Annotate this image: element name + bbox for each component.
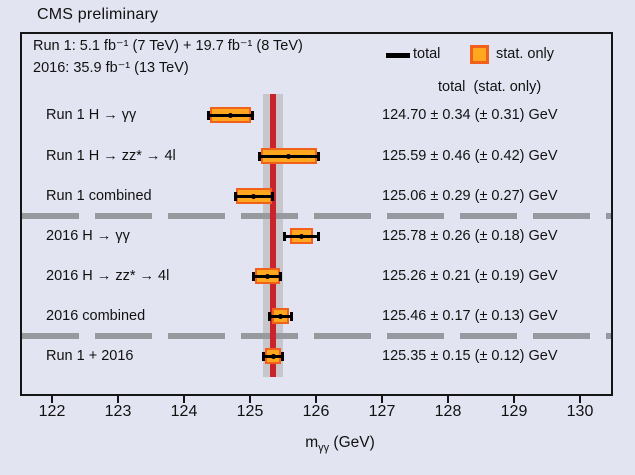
x-axis-tick-label: 125: [236, 403, 264, 420]
x-axis-tick: [117, 395, 119, 403]
total-error-cap-left: [257, 151, 261, 161]
legend-total-bar-swatch: [386, 53, 410, 58]
x-axis-tick-label: 127: [368, 403, 396, 420]
x-axis-tick: [51, 395, 53, 403]
x-axis-tick: [315, 395, 317, 403]
x-axis-tick: [249, 395, 251, 403]
total-error-cap-right: [250, 110, 254, 120]
legend-stat-only-box-swatch: [470, 45, 489, 64]
group-separator-line: [22, 333, 611, 339]
x-axis-tick-label: 123: [104, 403, 132, 420]
x-axis-tick: [381, 395, 383, 403]
measurement-value: 125.46 ± 0.17 (± 0.13) GeV: [382, 308, 558, 324]
central-value-marker: [251, 193, 257, 199]
x-axis-tick-label: 128: [434, 403, 462, 420]
x-axis-tick-label: 129: [500, 403, 528, 420]
central-value-marker: [277, 313, 283, 319]
luminosity-2016-text: 2016: 35.9 fb⁻¹ (13 TeV): [33, 60, 189, 76]
total-error-cap-left: [252, 271, 256, 281]
measurement-label: Run 1 combined: [46, 188, 152, 204]
luminosity-run1-text: Run 1: 5.1 fb⁻¹ (7 TeV) + 19.7 fb⁻¹ (8 T…: [33, 38, 303, 54]
measurement-value: 125.06 ± 0.29 (± 0.27) GeV: [382, 188, 558, 204]
x-axis-tick-label: 130: [566, 403, 594, 420]
x-axis-tick: [579, 395, 581, 403]
measurement-label: Run 1 H → γγ: [46, 107, 137, 123]
total-error-cap-left: [233, 191, 237, 201]
total-error-cap-left: [283, 231, 287, 241]
plot-title: CMS preliminary: [37, 6, 159, 23]
legend-total-label: total: [413, 46, 441, 62]
total-error-cap-right: [316, 231, 320, 241]
x-axis-tick: [447, 395, 449, 403]
measurement-value: 125.78 ± 0.26 (± 0.18) GeV: [382, 228, 558, 244]
x-axis-tick-label: 124: [170, 403, 198, 420]
central-value-marker: [270, 353, 276, 359]
central-value-marker: [286, 153, 292, 159]
central-value-marker: [298, 233, 304, 239]
values-column-header: total (stat. only): [438, 79, 542, 95]
measurement-value: 125.35 ± 0.15 (± 0.12) GeV: [382, 348, 558, 364]
x-axis-tick: [183, 395, 185, 403]
x-axis-label-subscript: γγ: [318, 442, 330, 454]
total-error-cap-left: [206, 110, 210, 120]
reference-line: [270, 94, 277, 377]
measurement-label: 2016 combined: [46, 308, 146, 324]
measurement-label: Run 1 H → zz* → 4l: [46, 148, 176, 164]
x-axis-tick: [513, 395, 515, 403]
x-axis-label-unit: (GeV): [329, 434, 375, 451]
total-error-cap-right: [317, 151, 321, 161]
central-value-marker: [264, 273, 270, 279]
total-error-cap-right: [289, 311, 293, 321]
central-value-marker: [227, 112, 233, 118]
total-error-cap-left: [262, 351, 266, 361]
measurement-label: Run 1 + 2016: [46, 348, 134, 364]
measurement-label: 2016 H → γγ: [46, 228, 130, 244]
x-axis-tick-label: 126: [302, 403, 330, 420]
x-axis-tick-label: 122: [38, 403, 66, 420]
measurement-value: 125.59 ± 0.46 (± 0.42) GeV: [382, 148, 558, 164]
total-error-cap-left: [268, 311, 272, 321]
group-separator-line: [22, 213, 611, 219]
total-error-cap-right: [279, 271, 283, 281]
legend-stat-only-label: stat. only: [496, 46, 555, 62]
total-error-cap-right: [271, 191, 275, 201]
measurement-label: 2016 H → zz* → 4l: [46, 268, 170, 284]
x-axis-label: mγγ (GeV): [240, 434, 440, 454]
measurement-value: 125.26 ± 0.21 (± 0.19) GeV: [382, 268, 558, 284]
x-axis-label-symbol: m: [305, 434, 319, 451]
total-error-cap-right: [281, 351, 284, 361]
measurement-value: 124.70 ± 0.34 (± 0.31) GeV: [382, 107, 558, 123]
